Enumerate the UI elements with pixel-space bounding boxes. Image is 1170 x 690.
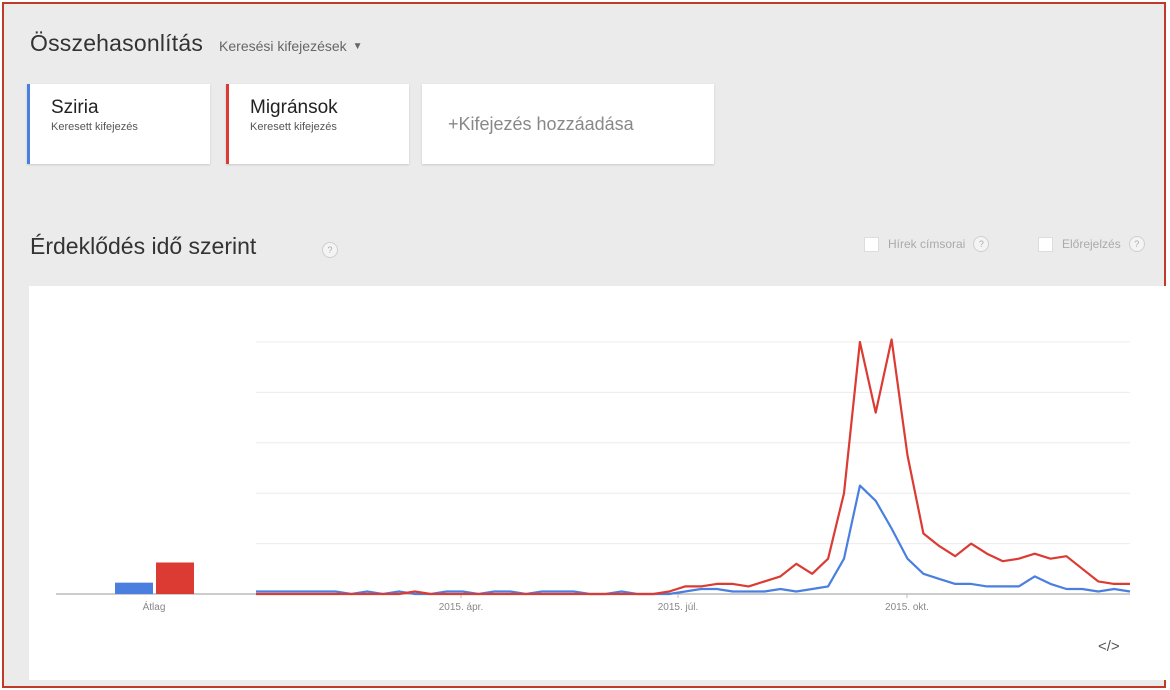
- help-icon[interactable]: ?: [973, 236, 990, 252]
- interest-over-time-chart: Átlag 2015. ápr. 2015. júl. 2015. okt.: [56, 338, 1131, 613]
- series-line-migransok: [256, 338, 1130, 596]
- series-line-sziria: [256, 484, 1131, 596]
- add-term-label: +Kifejezés hozzáadása: [448, 113, 634, 134]
- x-tick-label: 2015. ápr.: [439, 602, 483, 613]
- term-card-sziria[interactable]: Sziria Keresett kifejezés: [27, 84, 210, 164]
- term-card-migransok[interactable]: Migránsok Keresett kifejezés: [226, 84, 409, 164]
- average-bar-sziria: [115, 582, 153, 594]
- x-tick-label: 2015. júl.: [658, 602, 699, 613]
- forecast-option[interactable]: Előrejelzés ?: [1038, 236, 1145, 252]
- news-headlines-option[interactable]: Hírek címsorai ?: [864, 236, 990, 252]
- term-label: Sziria: [51, 97, 99, 118]
- term-color-bar: [27, 84, 30, 164]
- x-tick-label: 2015. okt.: [885, 602, 929, 613]
- help-icon[interactable]: ?: [1128, 236, 1145, 252]
- term-type: Keresett kifejezés: [250, 121, 337, 133]
- news-label: Hírek címsorai: [888, 237, 966, 251]
- forecast-checkbox[interactable]: [1038, 236, 1053, 252]
- page-title: Összehasonlítás: [30, 30, 204, 56]
- caret-down-icon: ▼: [352, 40, 363, 52]
- dropdown-label: Keresési kifejezések: [219, 38, 347, 54]
- add-term-button[interactable]: +Kifejezés hozzáadása: [422, 84, 714, 164]
- search-terms-dropdown[interactable]: Keresési kifejezések ▼: [219, 38, 363, 54]
- term-label: Migránsok: [250, 97, 338, 118]
- term-color-bar: [226, 84, 229, 164]
- embed-code-icon[interactable]: </>: [1098, 638, 1120, 655]
- term-type: Keresett kifejezés: [51, 121, 138, 133]
- forecast-label: Előrejelzés: [1062, 237, 1121, 251]
- header: Összehasonlítás Keresési kifejezések ▼: [30, 30, 363, 57]
- chart-panel: [29, 286, 1169, 680]
- news-checkbox[interactable]: [864, 236, 879, 252]
- average-bar-migransok: [156, 562, 194, 594]
- average-label: Átlag: [143, 600, 166, 613]
- section-title: Érdeklődés idő szerint: [30, 233, 257, 259]
- help-icon[interactable]: ?: [322, 242, 338, 258]
